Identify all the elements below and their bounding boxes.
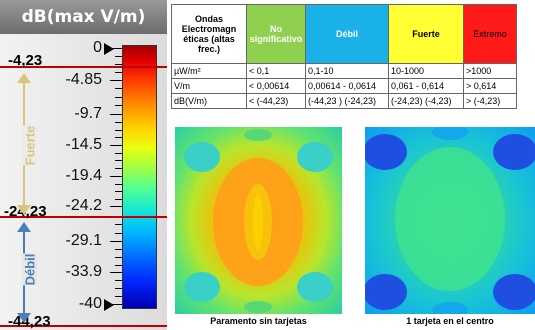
down-arrow-icon: [17, 205, 31, 215]
tick-minor: [115, 224, 122, 225]
row-unit: dB(V/m): [171, 93, 247, 109]
right-map-caption: 1 tarjeta en el centro: [406, 316, 494, 326]
scale-label: -33.9: [65, 263, 102, 280]
table-cell: 0,061 - 0,614: [388, 78, 464, 94]
tick-major: [110, 304, 122, 305]
tick-minor: [115, 72, 122, 73]
field-map-one-card: [365, 127, 535, 314]
up-arrow-icon: [17, 73, 31, 83]
tick-minor: [115, 296, 122, 297]
scale-label: 0: [93, 39, 102, 56]
row-unit: µW/m²: [171, 63, 247, 79]
colorbar-gradient: [122, 45, 157, 309]
table-cell: (-24,23) (-4,23): [388, 93, 464, 109]
field-map-no-card: [175, 127, 342, 314]
scale-label: -19.4: [65, 167, 102, 184]
scale-label: -4.85: [65, 71, 102, 88]
table-cell: < 0,00614: [246, 78, 306, 94]
table-cell: < (-44,23): [246, 93, 306, 109]
tick-minor: [115, 199, 122, 200]
table-header-row: Ondas Electromagn éticas (altas frec.) N…: [171, 4, 517, 64]
tick-minor: [115, 64, 122, 65]
tick-minor: [115, 265, 122, 266]
threshold-line: [0, 216, 167, 218]
table-cell: (-44,23 ) (-24,23): [305, 93, 389, 109]
tick-major: [110, 241, 122, 242]
tick-minor: [115, 288, 122, 289]
tick-major: [110, 176, 122, 177]
category-debil: Débil: [305, 4, 389, 64]
table-cell: > 0,614: [463, 78, 517, 94]
table-header-title: Ondas Electromagn éticas (altas frec.): [171, 4, 247, 64]
tick-minor: [115, 249, 122, 250]
tick-minor: [115, 122, 122, 123]
tick-minor: [115, 160, 122, 161]
category-no-significativo: No significativo: [246, 4, 306, 64]
classification-table: Ondas Electromagn éticas (altas frec.) N…: [171, 4, 517, 109]
table-row: V/m < 0,00614 0,00614 - 0,0614 0,061 - 0…: [171, 78, 517, 94]
tick-minor: [115, 191, 122, 192]
table-row: µW/m² < 0,1 0,1-10 10-1000 >1000: [171, 63, 517, 79]
tick-minor: [115, 130, 122, 131]
table-cell: > (-4,23): [463, 93, 517, 109]
weak-zone-label: Débil: [22, 253, 38, 286]
row-unit: V/m: [171, 78, 247, 94]
tick-minor: [115, 257, 122, 258]
tick-minor: [115, 105, 122, 106]
category-fuerte: Fuerte: [388, 4, 464, 64]
tick-major: [110, 80, 122, 81]
threshold-label: -4,23: [8, 52, 43, 69]
table-cell: 0,00614 - 0,0614: [305, 78, 389, 94]
down-arrow-icon: [17, 313, 31, 323]
tick-minor: [115, 88, 122, 89]
tick-major: [110, 145, 122, 146]
table-cell: 10-1000: [388, 63, 464, 79]
tick-minor: [115, 168, 122, 169]
top-pointer-icon: [104, 43, 114, 55]
threshold-line: [0, 325, 167, 327]
table-cell: 0,1-10: [305, 63, 389, 79]
tick-minor: [115, 97, 122, 98]
tick-minor: [115, 137, 122, 138]
tick-minor: [115, 184, 122, 185]
table-cell: >1000: [463, 63, 517, 79]
scale-label: -14.5: [65, 136, 102, 153]
left-map-caption: Paramento sin tarjetas: [210, 316, 307, 326]
tick-major: [110, 48, 122, 49]
scale-label: -40: [78, 295, 102, 312]
tick-major: [110, 206, 122, 207]
colorbar-panel: dB(max V/m) 0 -4.85 -9.7 -14.5 -19.4 -24…: [0, 0, 167, 330]
colorbar-title: dB(max V/m): [0, 0, 167, 34]
tick-major: [110, 114, 122, 115]
tick-minor: [115, 280, 122, 281]
scale-label: -24.2: [65, 197, 102, 214]
tick-major: [110, 272, 122, 273]
strong-zone-label: Fuerte: [22, 125, 38, 166]
up-arrow-icon: [17, 222, 31, 232]
tick-minor: [115, 153, 122, 154]
scale-label: -29.1: [65, 232, 102, 249]
category-extremo: Extremo: [463, 4, 517, 64]
scale-label: -9.7: [74, 105, 102, 122]
tick-minor: [115, 56, 122, 57]
table-row: dB(V/m) < (-44,23) (-44,23 ) (-24,23) (-…: [171, 93, 517, 109]
bottom-pointer-icon: [104, 299, 114, 311]
tick-minor: [115, 233, 122, 234]
threshold-line: [0, 66, 167, 68]
table-cell: < 0,1: [246, 63, 306, 79]
